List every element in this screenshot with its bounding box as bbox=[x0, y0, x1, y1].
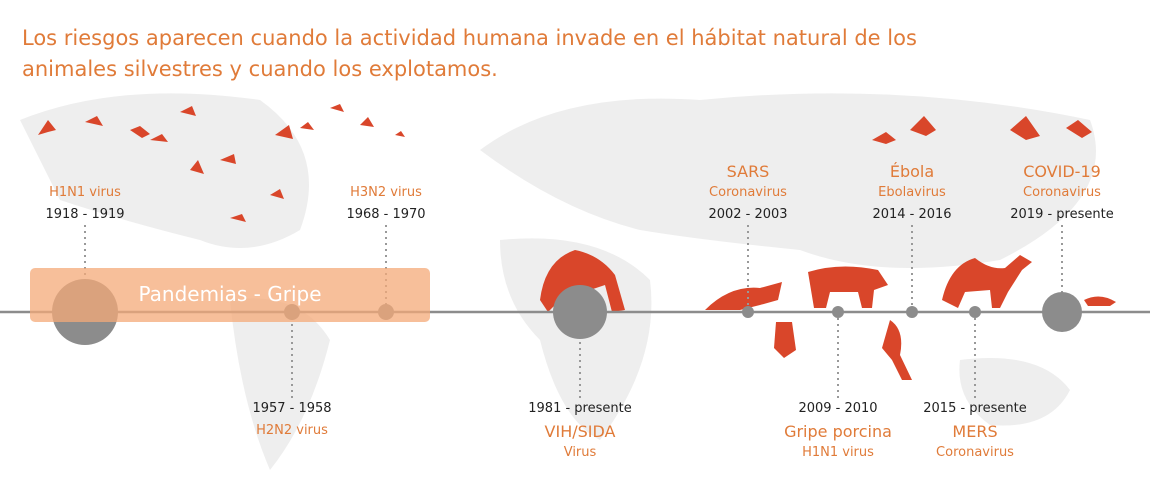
title: animales silvestres y cuando los explota… bbox=[22, 57, 498, 81]
event-label: Virus bbox=[563, 445, 597, 460]
event-label: 1918 - 1919 bbox=[45, 207, 125, 222]
event-label: Coronavirus bbox=[936, 445, 1014, 460]
event-node bbox=[906, 306, 918, 318]
event-node bbox=[832, 306, 844, 318]
event-label: MERS bbox=[952, 422, 998, 441]
event-label: 2002 - 2003 bbox=[708, 207, 788, 222]
influenza-band: Pandemias - Gripe bbox=[30, 268, 430, 322]
event-label: Ebolavirus bbox=[878, 185, 946, 200]
event-label: H1N1 virus bbox=[802, 445, 874, 460]
event-label: 2009 - 2010 bbox=[798, 401, 878, 416]
event-label: H2N2 virus bbox=[256, 423, 328, 438]
band-label: Pandemias - Gripe bbox=[138, 282, 322, 306]
event-label: 2015 - presente bbox=[923, 401, 1027, 416]
event-label: 1981 - presente bbox=[528, 401, 632, 416]
event-label: H1N1 virus bbox=[49, 185, 121, 200]
event-label: Ébola bbox=[889, 162, 935, 181]
event-node bbox=[1042, 292, 1082, 332]
event-label: Coronavirus bbox=[709, 185, 787, 200]
event-label: VIH/SIDA bbox=[544, 422, 616, 441]
event-label: COVID-19 bbox=[1023, 162, 1101, 181]
event-node bbox=[553, 285, 607, 339]
title: Los riesgos aparecen cuando la actividad… bbox=[22, 26, 917, 50]
event-label: 2019 - presente bbox=[1010, 207, 1114, 222]
event-label: 1957 - 1958 bbox=[252, 401, 332, 416]
event-label: Coronavirus bbox=[1023, 185, 1101, 200]
event-label: H3N2 virus bbox=[350, 185, 422, 200]
event-node bbox=[969, 306, 981, 318]
event-label: Gripe porcina bbox=[784, 422, 892, 441]
event-label: 1968 - 1970 bbox=[346, 207, 426, 222]
event-node bbox=[742, 306, 754, 318]
event-label: SARS bbox=[726, 162, 770, 181]
event-label: 2014 - 2016 bbox=[872, 207, 952, 222]
